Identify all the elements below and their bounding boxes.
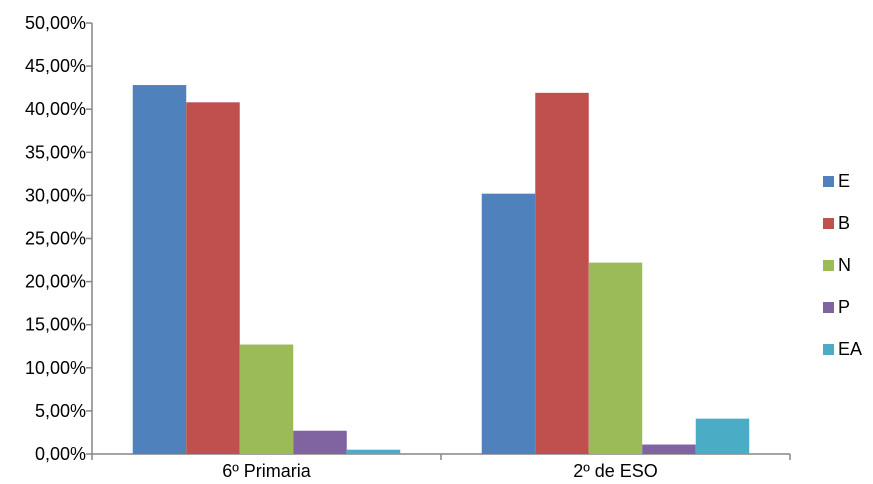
legend-swatch-ea xyxy=(823,344,834,355)
legend-label-n: N xyxy=(838,255,851,275)
bar-p-1 xyxy=(642,444,696,454)
y-tick-label: 45,00% xyxy=(25,56,86,76)
x-tick-label: 2º de ESO xyxy=(573,461,658,481)
legend-swatch-b xyxy=(823,218,834,229)
legend-label-ea: EA xyxy=(838,339,862,359)
bar-n-0 xyxy=(239,344,294,454)
bar-e-1 xyxy=(481,193,536,454)
legend-label-p: P xyxy=(838,297,850,317)
bar-b-0 xyxy=(186,102,240,454)
legend: E B N P EA xyxy=(823,171,862,359)
legend-swatch-e xyxy=(823,176,834,187)
x-tick-label: 6º Primaria xyxy=(222,461,312,481)
y-tick-label: 25,00% xyxy=(25,229,86,249)
y-tick-label: 10,00% xyxy=(25,358,86,378)
legend-swatch-p xyxy=(823,302,834,313)
bar-p-0 xyxy=(293,430,347,454)
bar-n-1 xyxy=(588,262,643,454)
legend-label-e: E xyxy=(838,171,850,191)
y-tick-label: 0,00% xyxy=(35,444,86,464)
bar-b-1 xyxy=(535,92,589,455)
x-axis: 6º Primaria 2º de ESO xyxy=(91,453,791,481)
legend-label-b: B xyxy=(838,213,850,233)
bar-e-0 xyxy=(132,85,187,455)
y-tick-label: 35,00% xyxy=(25,142,86,162)
y-tick-label: 50,00% xyxy=(25,13,86,33)
y-tick-label: 20,00% xyxy=(25,272,86,292)
y-axis: 0,00% 5,00% 10,00% 15,00% 20,00% 25,00% 30,00%… xyxy=(25,13,93,464)
legend-swatch-n xyxy=(823,260,834,271)
y-tick-label: 40,00% xyxy=(25,99,86,119)
bar-ea-1 xyxy=(695,418,750,454)
y-tick-label: 5,00% xyxy=(35,401,86,421)
bar-ea-0 xyxy=(346,449,401,454)
y-tick-label: 15,00% xyxy=(25,315,86,335)
y-tick-label: 30,00% xyxy=(25,185,86,205)
bars xyxy=(132,85,750,455)
